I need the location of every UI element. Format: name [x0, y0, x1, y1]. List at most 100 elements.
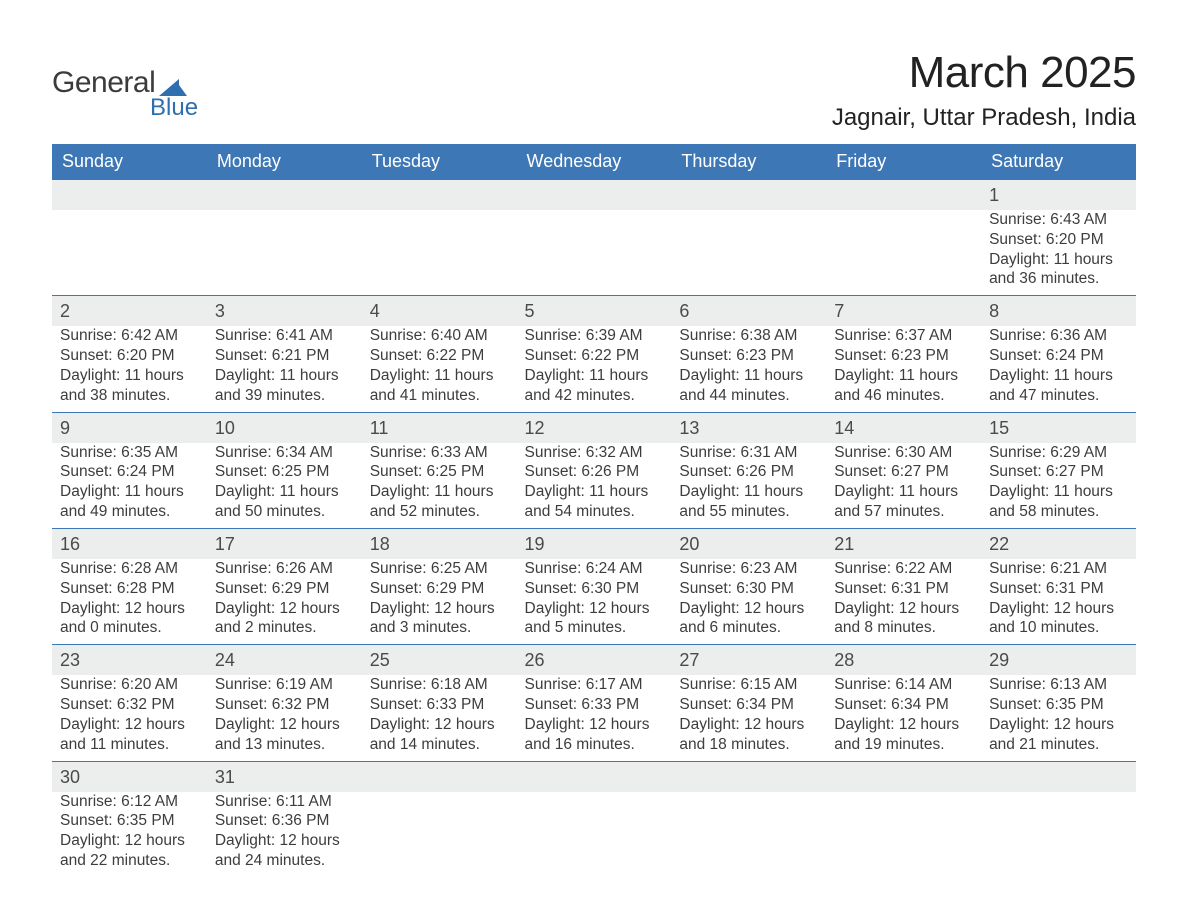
- daylight-text: Daylight: 12 hours and 11 minutes.: [60, 715, 199, 755]
- day-number-cell: 29: [981, 645, 1136, 676]
- sunrise-text: Sunrise: 6:11 AM: [215, 792, 354, 812]
- daylight-text: Daylight: 11 hours and 57 minutes.: [834, 482, 973, 522]
- sunset-text: Sunset: 6:20 PM: [60, 346, 199, 366]
- week-detail-row: Sunrise: 6:12 AMSunset: 6:35 PMDaylight:…: [52, 792, 1136, 877]
- day-detail-cell: [517, 792, 672, 877]
- week-detail-row: Sunrise: 6:35 AMSunset: 6:24 PMDaylight:…: [52, 443, 1136, 529]
- week-detail-row: Sunrise: 6:20 AMSunset: 6:32 PMDaylight:…: [52, 675, 1136, 761]
- day-number-cell: [826, 761, 981, 792]
- day-detail-cell: Sunrise: 6:36 AMSunset: 6:24 PMDaylight:…: [981, 326, 1136, 412]
- logo: General Blue: [52, 48, 198, 122]
- day-number-cell: 13: [671, 412, 826, 443]
- day-detail-cell: Sunrise: 6:31 AMSunset: 6:26 PMDaylight:…: [671, 443, 826, 529]
- sunrise-text: Sunrise: 6:29 AM: [989, 443, 1128, 463]
- day-number-cell: [981, 761, 1136, 792]
- week-daynum-row: 3031: [52, 761, 1136, 792]
- day-detail-cell: Sunrise: 6:18 AMSunset: 6:33 PMDaylight:…: [362, 675, 517, 761]
- sunset-text: Sunset: 6:35 PM: [60, 811, 199, 831]
- sunrise-text: Sunrise: 6:43 AM: [989, 210, 1128, 230]
- sunrise-text: Sunrise: 6:14 AM: [834, 675, 973, 695]
- day-detail-cell: Sunrise: 6:33 AMSunset: 6:25 PMDaylight:…: [362, 443, 517, 529]
- sunset-text: Sunset: 6:35 PM: [989, 695, 1128, 715]
- day-detail-cell: Sunrise: 6:38 AMSunset: 6:23 PMDaylight:…: [671, 326, 826, 412]
- day-detail-cell: Sunrise: 6:20 AMSunset: 6:32 PMDaylight:…: [52, 675, 207, 761]
- sunrise-text: Sunrise: 6:17 AM: [525, 675, 664, 695]
- day-number-cell: 8: [981, 296, 1136, 327]
- sunset-text: Sunset: 6:34 PM: [679, 695, 818, 715]
- day-detail-cell: Sunrise: 6:23 AMSunset: 6:30 PMDaylight:…: [671, 559, 826, 645]
- day-detail-cell: Sunrise: 6:22 AMSunset: 6:31 PMDaylight:…: [826, 559, 981, 645]
- day-detail-cell: Sunrise: 6:37 AMSunset: 6:23 PMDaylight:…: [826, 326, 981, 412]
- sunrise-text: Sunrise: 6:34 AM: [215, 443, 354, 463]
- daylight-text: Daylight: 11 hours and 39 minutes.: [215, 366, 354, 406]
- sunset-text: Sunset: 6:31 PM: [989, 579, 1128, 599]
- daylight-text: Daylight: 12 hours and 6 minutes.: [679, 599, 818, 639]
- day-number-cell: 2: [52, 296, 207, 327]
- week-detail-row: Sunrise: 6:43 AMSunset: 6:20 PMDaylight:…: [52, 210, 1136, 296]
- day-detail-cell: Sunrise: 6:42 AMSunset: 6:20 PMDaylight:…: [52, 326, 207, 412]
- day-detail-cell: Sunrise: 6:25 AMSunset: 6:29 PMDaylight:…: [362, 559, 517, 645]
- sunrise-text: Sunrise: 6:36 AM: [989, 326, 1128, 346]
- sunset-text: Sunset: 6:22 PM: [525, 346, 664, 366]
- day-detail-cell: Sunrise: 6:15 AMSunset: 6:34 PMDaylight:…: [671, 675, 826, 761]
- day-number-cell: [671, 761, 826, 792]
- daylight-text: Daylight: 11 hours and 50 minutes.: [215, 482, 354, 522]
- sunset-text: Sunset: 6:25 PM: [370, 462, 509, 482]
- day-number-cell: 22: [981, 528, 1136, 559]
- day-number-cell: [362, 761, 517, 792]
- sunrise-text: Sunrise: 6:18 AM: [370, 675, 509, 695]
- sunset-text: Sunset: 6:26 PM: [525, 462, 664, 482]
- sunrise-text: Sunrise: 6:38 AM: [679, 326, 818, 346]
- sunset-text: Sunset: 6:32 PM: [215, 695, 354, 715]
- sunset-text: Sunset: 6:29 PM: [370, 579, 509, 599]
- day-detail-cell: Sunrise: 6:40 AMSunset: 6:22 PMDaylight:…: [362, 326, 517, 412]
- day-detail-cell: [207, 210, 362, 296]
- daylight-text: Daylight: 11 hours and 36 minutes.: [989, 250, 1128, 290]
- daylight-text: Daylight: 11 hours and 42 minutes.: [525, 366, 664, 406]
- day-detail-cell: Sunrise: 6:24 AMSunset: 6:30 PMDaylight:…: [517, 559, 672, 645]
- daylight-text: Daylight: 11 hours and 44 minutes.: [679, 366, 818, 406]
- day-number-cell: 19: [517, 528, 672, 559]
- day-number-cell: 30: [52, 761, 207, 792]
- day-number-cell: 7: [826, 296, 981, 327]
- day-number-cell: 10: [207, 412, 362, 443]
- day-detail-cell: [981, 792, 1136, 877]
- day-number-cell: 6: [671, 296, 826, 327]
- daylight-text: Daylight: 11 hours and 41 minutes.: [370, 366, 509, 406]
- calendar-table: SundayMondayTuesdayWednesdayThursdayFrid…: [52, 144, 1136, 877]
- daylight-text: Daylight: 11 hours and 46 minutes.: [834, 366, 973, 406]
- sunrise-text: Sunrise: 6:40 AM: [370, 326, 509, 346]
- day-number-cell: 27: [671, 645, 826, 676]
- day-number-cell: [517, 761, 672, 792]
- day-number-cell: 28: [826, 645, 981, 676]
- day-number-cell: 18: [362, 528, 517, 559]
- day-detail-cell: Sunrise: 6:21 AMSunset: 6:31 PMDaylight:…: [981, 559, 1136, 645]
- day-number-cell: 20: [671, 528, 826, 559]
- day-detail-cell: Sunrise: 6:34 AMSunset: 6:25 PMDaylight:…: [207, 443, 362, 529]
- daylight-text: Daylight: 12 hours and 5 minutes.: [525, 599, 664, 639]
- daylight-text: Daylight: 11 hours and 54 minutes.: [525, 482, 664, 522]
- daylight-text: Daylight: 11 hours and 58 minutes.: [989, 482, 1128, 522]
- week-detail-row: Sunrise: 6:28 AMSunset: 6:28 PMDaylight:…: [52, 559, 1136, 645]
- week-daynum-row: 1: [52, 180, 1136, 211]
- day-header: Monday: [207, 144, 362, 180]
- sunset-text: Sunset: 6:25 PM: [215, 462, 354, 482]
- day-detail-cell: Sunrise: 6:43 AMSunset: 6:20 PMDaylight:…: [981, 210, 1136, 296]
- sunrise-text: Sunrise: 6:19 AM: [215, 675, 354, 695]
- day-header: Tuesday: [362, 144, 517, 180]
- sunrise-text: Sunrise: 6:15 AM: [679, 675, 818, 695]
- sunrise-text: Sunrise: 6:26 AM: [215, 559, 354, 579]
- sunset-text: Sunset: 6:28 PM: [60, 579, 199, 599]
- day-number-cell: 25: [362, 645, 517, 676]
- sunset-text: Sunset: 6:23 PM: [834, 346, 973, 366]
- sunrise-text: Sunrise: 6:32 AM: [525, 443, 664, 463]
- day-detail-cell: [826, 792, 981, 877]
- header: General Blue March 2025 Jagnair, Uttar P…: [52, 48, 1136, 132]
- daylight-text: Daylight: 12 hours and 14 minutes.: [370, 715, 509, 755]
- sunset-text: Sunset: 6:33 PM: [370, 695, 509, 715]
- daylight-text: Daylight: 12 hours and 10 minutes.: [989, 599, 1128, 639]
- sunrise-text: Sunrise: 6:12 AM: [60, 792, 199, 812]
- sunset-text: Sunset: 6:20 PM: [989, 230, 1128, 250]
- daylight-text: Daylight: 12 hours and 3 minutes.: [370, 599, 509, 639]
- sunset-text: Sunset: 6:30 PM: [679, 579, 818, 599]
